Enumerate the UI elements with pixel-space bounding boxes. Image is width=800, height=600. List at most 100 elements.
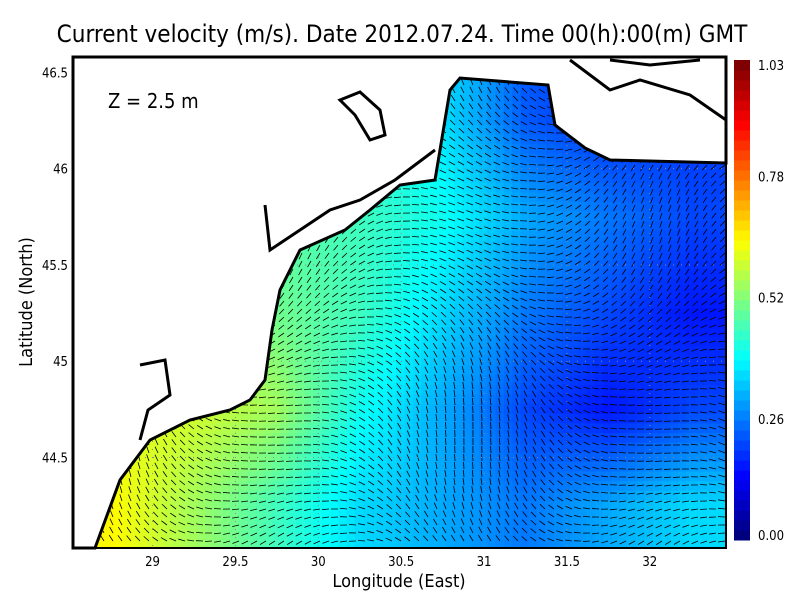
- heatmap-cell: [512, 490, 522, 501]
- heatmap-cell: [586, 172, 596, 183]
- heatmap-cell: [628, 451, 638, 462]
- heatmap-cell: [305, 326, 314, 337]
- heatmap-cell: [495, 432, 505, 443]
- heatmap-cell: [412, 259, 422, 270]
- heatmap-cell: [702, 172, 712, 183]
- velocity-arrow: [153, 503, 159, 510]
- heatmap-cell: [454, 114, 464, 125]
- heatmap-cell: [537, 105, 546, 116]
- heatmap-cell: [371, 384, 381, 395]
- heatmap-cell: [495, 480, 505, 491]
- heatmap-cell: [603, 374, 613, 385]
- heatmap-cell: [561, 259, 571, 270]
- heatmap-cell: [636, 326, 646, 337]
- heatmap-cell: [653, 182, 662, 193]
- heatmap-cell: [437, 153, 447, 164]
- heatmap-cell: [371, 345, 381, 357]
- heatmap-cell: [545, 191, 555, 203]
- heatmap-cell: [669, 384, 679, 395]
- heatmap-cell: [661, 182, 671, 193]
- heatmap-cell: [603, 230, 613, 241]
- heatmap-cell: [495, 259, 505, 270]
- heatmap-cell: [677, 172, 687, 183]
- heatmap-cell: [445, 288, 455, 299]
- heatmap-cell: [379, 528, 389, 539]
- heatmap-cell: [677, 316, 687, 328]
- heatmap-cell: [222, 442, 232, 453]
- heatmap-cell: [686, 413, 696, 424]
- heatmap-cell: [329, 499, 339, 511]
- heatmap-cell: [528, 114, 538, 125]
- heatmap-cell: [346, 307, 356, 318]
- heatmap-cell: [396, 355, 406, 366]
- heatmap-cell: [619, 316, 629, 328]
- heatmap-cell: [479, 220, 488, 231]
- heatmap-cell: [470, 288, 480, 299]
- heatmap-cell: [255, 461, 265, 472]
- heatmap-cell: [603, 442, 613, 453]
- heatmap-cell: [106, 528, 116, 539]
- heatmap-cell: [537, 393, 546, 405]
- heatmap-cell: [470, 422, 480, 434]
- heatmap-cell: [172, 499, 182, 511]
- heatmap-cell: [711, 519, 720, 530]
- heatmap-cell: [305, 345, 314, 357]
- heatmap-cell: [520, 480, 530, 491]
- heatmap-cell: [429, 307, 439, 318]
- heatmap-cell: [470, 162, 480, 174]
- heatmap-cell: [661, 374, 671, 385]
- heatmap-cell: [694, 336, 704, 347]
- heatmap-cell: [686, 519, 696, 530]
- heatmap-cell: [603, 413, 613, 424]
- heatmap-cell: [379, 220, 389, 231]
- heatmap-cell: [619, 307, 629, 318]
- velocity-arrow: [109, 518, 114, 526]
- heatmap-cell: [305, 519, 314, 530]
- heatmap-cell: [321, 384, 331, 395]
- heatmap-cell: [711, 538, 720, 548]
- velocity-arrow: [135, 519, 141, 526]
- heatmap-cell: [363, 230, 372, 241]
- heatmap-cell: [329, 461, 339, 472]
- heatmap-cell: [553, 336, 563, 347]
- heatmap-cell: [445, 461, 455, 472]
- heatmap-cell: [363, 336, 372, 347]
- heatmap-cell: [570, 316, 580, 328]
- heatmap-cell: [238, 470, 248, 482]
- heatmap-cell: [503, 528, 513, 539]
- heatmap-cell: [686, 249, 696, 260]
- velocity-arrow: [135, 527, 141, 534]
- heatmap-cell: [288, 461, 298, 472]
- heatmap-cell: [545, 403, 555, 414]
- heatmap-cell: [528, 124, 538, 135]
- heatmap-cell: [470, 345, 480, 357]
- heatmap-cell: [619, 374, 629, 385]
- heatmap-cell: [247, 490, 256, 501]
- heatmap-cell: [470, 95, 480, 106]
- heatmap-cell: [719, 288, 726, 299]
- heatmap-cell: [321, 480, 331, 491]
- heatmap-cell: [396, 509, 406, 520]
- heatmap-cell: [487, 182, 497, 193]
- heatmap-cell: [495, 191, 505, 203]
- heatmap-cell: [429, 451, 439, 462]
- heatmap-cell: [271, 316, 281, 328]
- heatmap-cell: [354, 336, 364, 347]
- heatmap-cell: [661, 316, 671, 328]
- heatmap-cell: [561, 249, 571, 260]
- heatmap-cell: [445, 211, 455, 222]
- heatmap-cell: [404, 326, 414, 337]
- heatmap-cell: [329, 384, 339, 395]
- heatmap-cell: [462, 509, 472, 520]
- heatmap-cell: [454, 143, 464, 154]
- heatmap-cell: [561, 403, 571, 414]
- heatmap-cell: [495, 211, 505, 222]
- heatmap-cell: [271, 461, 281, 472]
- heatmap-cell: [578, 230, 588, 241]
- heatmap-cell: [313, 451, 323, 462]
- heatmap-cell: [354, 230, 364, 241]
- heatmap-cell: [131, 528, 140, 539]
- heatmap-cell: [445, 499, 455, 511]
- heatmap-cell: [595, 316, 604, 328]
- heatmap-cell: [503, 307, 513, 318]
